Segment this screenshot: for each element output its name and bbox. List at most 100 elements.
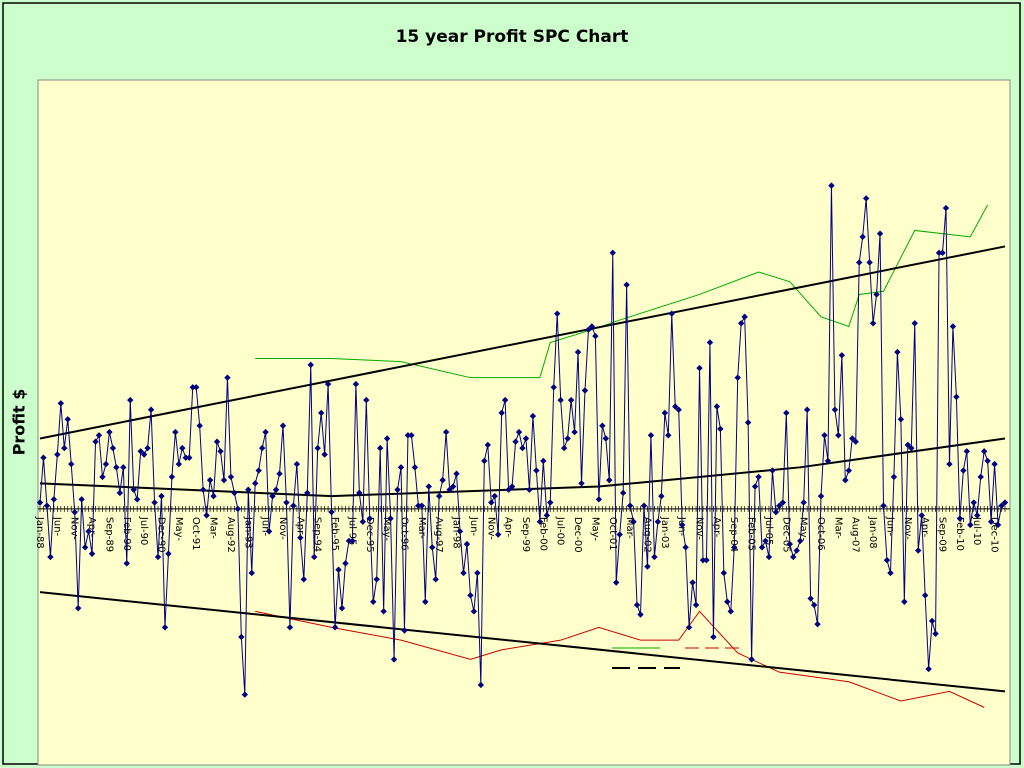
data-point (387, 515, 394, 522)
data-point (113, 464, 120, 471)
data-point (300, 576, 308, 583)
data-point (109, 444, 117, 452)
data-point (980, 448, 988, 455)
data-point (710, 633, 717, 641)
data-point (477, 681, 485, 689)
data-point (210, 492, 217, 500)
data-point (866, 259, 873, 266)
data-point (849, 435, 856, 442)
data-point (331, 624, 339, 631)
data-point (213, 438, 221, 445)
data-point (140, 451, 148, 458)
data-point (987, 518, 995, 525)
data-point (359, 518, 367, 525)
data-point (783, 409, 790, 417)
data-point (321, 451, 328, 458)
data-point (338, 604, 346, 612)
data-point (713, 403, 721, 410)
data-point (814, 620, 821, 628)
data-point (64, 416, 71, 423)
x-tick-label: Aug-97 (433, 517, 444, 553)
data-point (276, 470, 283, 477)
data-point (88, 550, 96, 557)
data-point (751, 483, 759, 490)
data-point (85, 528, 92, 535)
data-point (262, 428, 269, 436)
data-point (376, 444, 384, 452)
data-point (856, 259, 863, 266)
data-point (571, 428, 578, 436)
data-point (47, 553, 54, 561)
x-tick-label: May- (173, 517, 184, 541)
data-point (970, 499, 977, 506)
data-point (193, 384, 200, 391)
data-point (800, 499, 807, 506)
data-point (859, 233, 866, 241)
data-point (203, 512, 210, 519)
data-point (901, 598, 908, 605)
data-point (258, 444, 266, 452)
data-point (481, 457, 488, 465)
data-point (449, 483, 457, 490)
data-point (439, 476, 446, 484)
x-tick-label: Feb-95 (329, 517, 340, 551)
data-point (932, 630, 939, 637)
data-point (994, 521, 1002, 529)
data-point (654, 518, 662, 525)
data-point (880, 502, 887, 509)
data-point (245, 486, 252, 493)
x-tick-label: Jul-05 (763, 516, 774, 545)
data-point (963, 448, 971, 455)
data-point (821, 432, 828, 439)
data-point (147, 406, 155, 413)
data-point (151, 499, 158, 506)
data-point (127, 396, 134, 404)
data-point (380, 608, 387, 615)
x-tick-label: Nov- (485, 517, 496, 540)
reference-line (39, 591, 1006, 693)
data-point (366, 515, 373, 522)
x-tick-label: Jan-88 (34, 516, 45, 549)
data-point (1001, 499, 1009, 506)
data-point (626, 502, 634, 509)
data-point (335, 566, 342, 573)
x-tick-label: Oct-06 (815, 517, 826, 551)
data-point (394, 486, 401, 493)
x-tick-label: Apr- (711, 517, 722, 538)
data-point (890, 473, 898, 481)
data-point (599, 422, 606, 429)
x-tick-label: Nov- (694, 517, 705, 540)
data-point (734, 374, 741, 381)
data-point (706, 339, 714, 346)
data-point (769, 467, 776, 474)
data-point (231, 489, 238, 497)
data-point (807, 595, 814, 602)
data-point (703, 556, 710, 564)
data-point (595, 496, 603, 503)
data-point (647, 432, 655, 439)
data-point (831, 406, 839, 413)
data-point (61, 444, 68, 452)
data-point (161, 624, 169, 631)
data-point (356, 489, 363, 497)
data-point (425, 483, 432, 490)
data-point (422, 598, 429, 605)
data-point (741, 313, 748, 321)
data-point (883, 556, 891, 564)
data-point (998, 502, 1005, 509)
x-tick-label: Jun- (468, 516, 479, 537)
data-point (724, 598, 731, 605)
reference-line (255, 204, 989, 379)
data-point (540, 457, 547, 465)
data-point (744, 419, 752, 426)
data-point (675, 406, 682, 413)
data-point (758, 544, 766, 551)
data-point (92, 438, 99, 445)
x-tick-label: Nov- (277, 517, 288, 540)
data-point (498, 409, 505, 417)
data-point (526, 486, 533, 493)
data-point (946, 460, 953, 468)
data-point (120, 464, 127, 471)
data-point (373, 576, 380, 583)
